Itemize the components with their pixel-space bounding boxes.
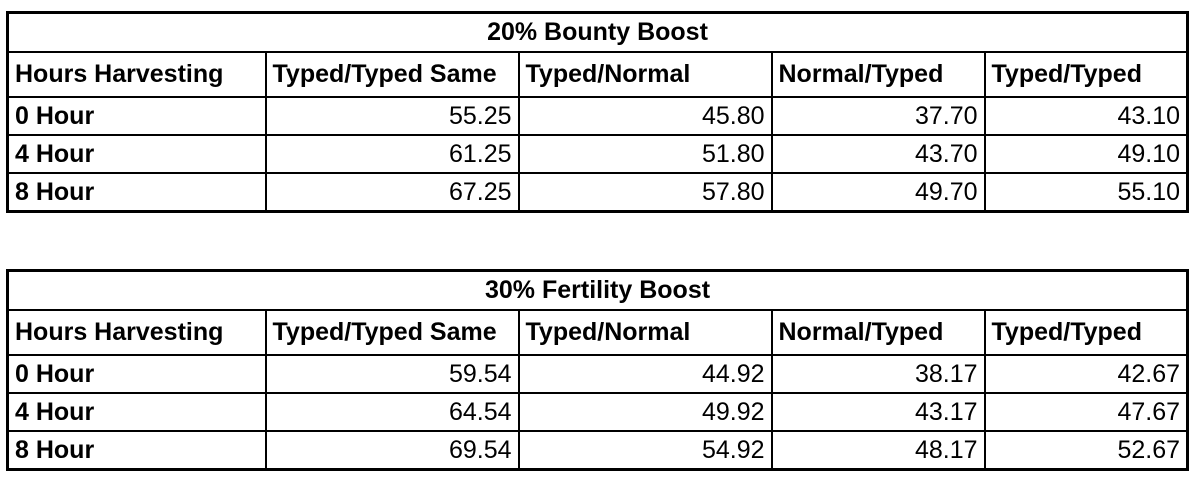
table-row: 8 Hour 69.54 54.92 48.17 52.67 — [6, 430, 1190, 471]
row-label: 4 Hour — [6, 134, 267, 174]
table-cell: 45.80 — [517, 96, 773, 136]
column-header-typed-normal: Typed/Normal — [517, 51, 773, 98]
table-title: 30% Fertility Boost — [5, 269, 1190, 311]
table-cell: 59.54 — [264, 354, 520, 394]
table-cell: 43.10 — [983, 96, 1189, 136]
column-header-typed-typed: Typed/Typed — [983, 51, 1189, 98]
column-header-hours-harvesting: Hours Harvesting — [6, 51, 267, 98]
table-cell: 55.25 — [264, 96, 520, 136]
row-label: 0 Hour — [6, 354, 267, 394]
table-cell: 43.17 — [770, 392, 986, 432]
column-header-hours-harvesting: Hours Harvesting — [6, 309, 267, 356]
table-cell: 55.10 — [983, 172, 1189, 213]
table-cell: 49.10 — [983, 134, 1189, 174]
table-row: 4 Hour 61.25 51.80 43.70 49.10 — [6, 134, 1189, 174]
row-label: 8 Hour — [6, 172, 267, 213]
column-header-typed-typed: Typed/Typed — [983, 309, 1190, 356]
table-cell: 64.54 — [264, 392, 520, 432]
table-cell: 61.25 — [264, 134, 520, 174]
table-cell: 44.92 — [517, 354, 773, 394]
column-header-typed-normal: Typed/Normal — [517, 309, 773, 356]
row-label: 0 Hour — [6, 96, 267, 136]
table-cell: 69.54 — [264, 430, 520, 471]
fertility-boost-table: 30% Fertility Boost Hours Harvesting Typ… — [5, 269, 1190, 471]
table-cell: 49.70 — [770, 172, 986, 213]
table-cell: 37.70 — [770, 96, 986, 136]
table-cell: 57.80 — [517, 172, 773, 213]
table-cell: 43.70 — [770, 134, 986, 174]
column-header-typed-typed-same: Typed/Typed Same — [264, 309, 520, 356]
table-cell: 52.67 — [983, 430, 1190, 471]
table-cell: 47.67 — [983, 392, 1190, 432]
table-cell: 48.17 — [770, 430, 986, 471]
column-header-typed-typed-same: Typed/Typed Same — [264, 51, 520, 98]
table-cell: 42.67 — [983, 354, 1190, 394]
table-row: 0 Hour 59.54 44.92 38.17 42.67 — [6, 354, 1190, 394]
table-title: 20% Bounty Boost — [6, 11, 1189, 53]
table-cell: 51.80 — [517, 134, 773, 174]
table-cell: 49.92 — [517, 392, 773, 432]
row-label: 4 Hour — [6, 392, 267, 432]
bounty-boost-table: 20% Bounty Boost Hours Harvesting Typed/… — [6, 11, 1189, 213]
table-row: 0 Hour 55.25 45.80 37.70 43.10 — [6, 96, 1189, 136]
table-row: 8 Hour 67.25 57.80 49.70 55.10 — [6, 172, 1189, 213]
table-row: 4 Hour 64.54 49.92 43.17 47.67 — [6, 392, 1190, 432]
table-cell: 67.25 — [264, 172, 520, 213]
table-cell: 54.92 — [517, 430, 773, 471]
column-header-normal-typed: Normal/Typed — [770, 309, 986, 356]
table-cell: 38.17 — [770, 354, 986, 394]
row-label: 8 Hour — [6, 430, 267, 471]
column-header-normal-typed: Normal/Typed — [770, 51, 986, 98]
